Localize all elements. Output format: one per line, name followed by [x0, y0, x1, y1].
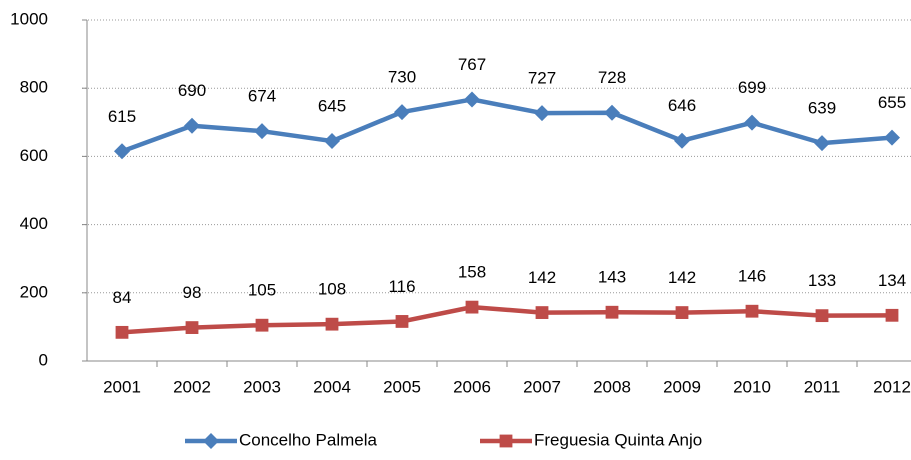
data-label: 639: [808, 99, 836, 118]
point: [499, 434, 513, 448]
data-label: 84: [113, 288, 132, 307]
point: [115, 325, 129, 339]
data-label: 767: [458, 55, 486, 74]
data-label: 645: [318, 97, 346, 116]
data-label: 727: [528, 69, 556, 88]
x-tick-label: 2003: [243, 377, 281, 396]
y-tick-label: 200: [20, 282, 48, 301]
data-label: 158: [458, 263, 486, 282]
point: [814, 135, 830, 152]
point: [324, 133, 340, 150]
data-label: 142: [668, 268, 696, 287]
x-tick-label: 2012: [873, 377, 911, 396]
y-tick-label: 400: [20, 214, 48, 233]
x-tick-label: 2008: [593, 377, 631, 396]
y-tick-label: 0: [39, 350, 48, 369]
point: [464, 91, 480, 108]
x-tick-label: 2009: [663, 377, 701, 396]
y-tick-label: 600: [20, 146, 48, 165]
point: [675, 306, 689, 319]
y-tick-label: 1000: [10, 9, 48, 28]
series: 84 98 105 108 116 158 142 143 142 146 133 134: [113, 263, 906, 339]
data-label: 133: [808, 271, 836, 290]
point: [535, 306, 549, 319]
point: [604, 104, 620, 121]
point: [203, 433, 219, 449]
point: [185, 321, 199, 334]
data-label: 134: [878, 271, 906, 290]
data-label: 108: [318, 280, 346, 299]
data-label: 646: [668, 96, 696, 115]
data-label: 730: [388, 68, 416, 87]
x-tick-label: 2010: [733, 377, 771, 396]
point: [114, 143, 130, 160]
data-label: 690: [178, 81, 206, 100]
point: [744, 114, 760, 131]
line: [121, 97, 893, 154]
x-tick-label: 2005: [383, 377, 421, 396]
data-label: 615: [108, 107, 136, 126]
point: [815, 309, 829, 323]
series: 615 690 674 645 730 767 727 728 646 699 639 655: [108, 55, 906, 160]
line: [121, 304, 893, 335]
data-label: 655: [878, 93, 906, 112]
point: [465, 300, 479, 314]
point: [884, 129, 900, 146]
data-label: 146: [738, 267, 766, 286]
legend-label: Concelho Palmela: [239, 430, 378, 449]
data-label: 98: [183, 283, 202, 302]
x-tick-label: 2001: [103, 377, 141, 396]
x-tick-label: 2004: [313, 377, 351, 396]
point: [885, 308, 899, 322]
data-label: 143: [598, 268, 626, 287]
data-label: 105: [248, 281, 276, 300]
x-tick-label: 2011: [804, 377, 841, 396]
x-tick-label: 2006: [453, 377, 491, 396]
point: [184, 117, 200, 134]
point: [745, 304, 759, 318]
point: [255, 318, 269, 332]
point: [534, 105, 550, 122]
point: [674, 132, 690, 149]
data-label: 116: [388, 277, 415, 296]
data-label: 699: [738, 78, 766, 97]
data-label: 142: [528, 268, 556, 287]
point: [394, 104, 410, 121]
x-tick-label: 2002: [173, 377, 211, 396]
x-tick-label: 2007: [523, 377, 561, 396]
legend-label: Freguesia Quinta Anjo: [534, 430, 702, 449]
point: [254, 123, 270, 140]
point: [325, 317, 339, 331]
data-label: 728: [598, 68, 626, 87]
data-label: 674: [248, 87, 276, 106]
point: [395, 315, 409, 328]
y-tick-label: 800: [20, 78, 48, 97]
point: [605, 305, 619, 319]
